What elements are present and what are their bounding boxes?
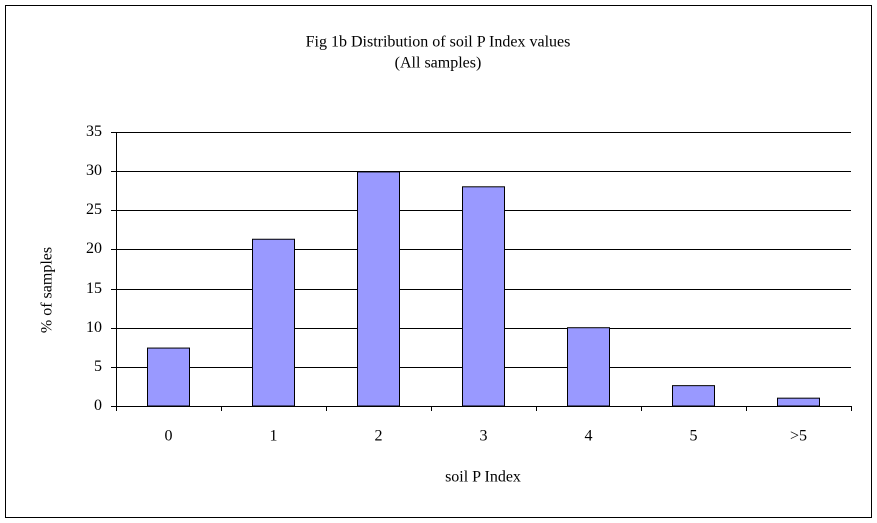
x-axis-label: soil P Index: [445, 469, 521, 486]
x-tick-label: 0: [165, 428, 173, 445]
y-tick-label: 35: [86, 123, 102, 140]
x-tick-label: 1: [270, 428, 278, 445]
x-tick-label: 4: [585, 428, 593, 445]
x-tick-label: >5: [790, 428, 807, 445]
x-tick-label: 3: [480, 428, 488, 445]
bar: [672, 385, 715, 407]
chart-title: Fig 1b Distribution of soil P Index valu…: [306, 34, 571, 51]
chart-subtitle: (All samples): [395, 55, 482, 72]
bar: [777, 397, 820, 407]
bar: [357, 171, 400, 407]
y-tick-label: 15: [86, 280, 102, 297]
bar: [462, 186, 505, 407]
bar: [252, 238, 295, 407]
y-tick-label: 20: [86, 240, 102, 257]
y-axis-label: % of samples: [39, 247, 56, 333]
x-tick-label: 5: [690, 428, 698, 445]
bar: [147, 347, 190, 407]
y-tick-label: 5: [94, 358, 102, 375]
y-tick-label: 30: [86, 162, 102, 179]
bar: [567, 327, 610, 407]
y-tick-label: 25: [86, 201, 102, 218]
chart-border: [5, 5, 872, 518]
y-tick-label: 10: [86, 319, 102, 336]
x-tick-label: 2: [375, 428, 383, 445]
y-tick-label: 0: [94, 397, 102, 414]
